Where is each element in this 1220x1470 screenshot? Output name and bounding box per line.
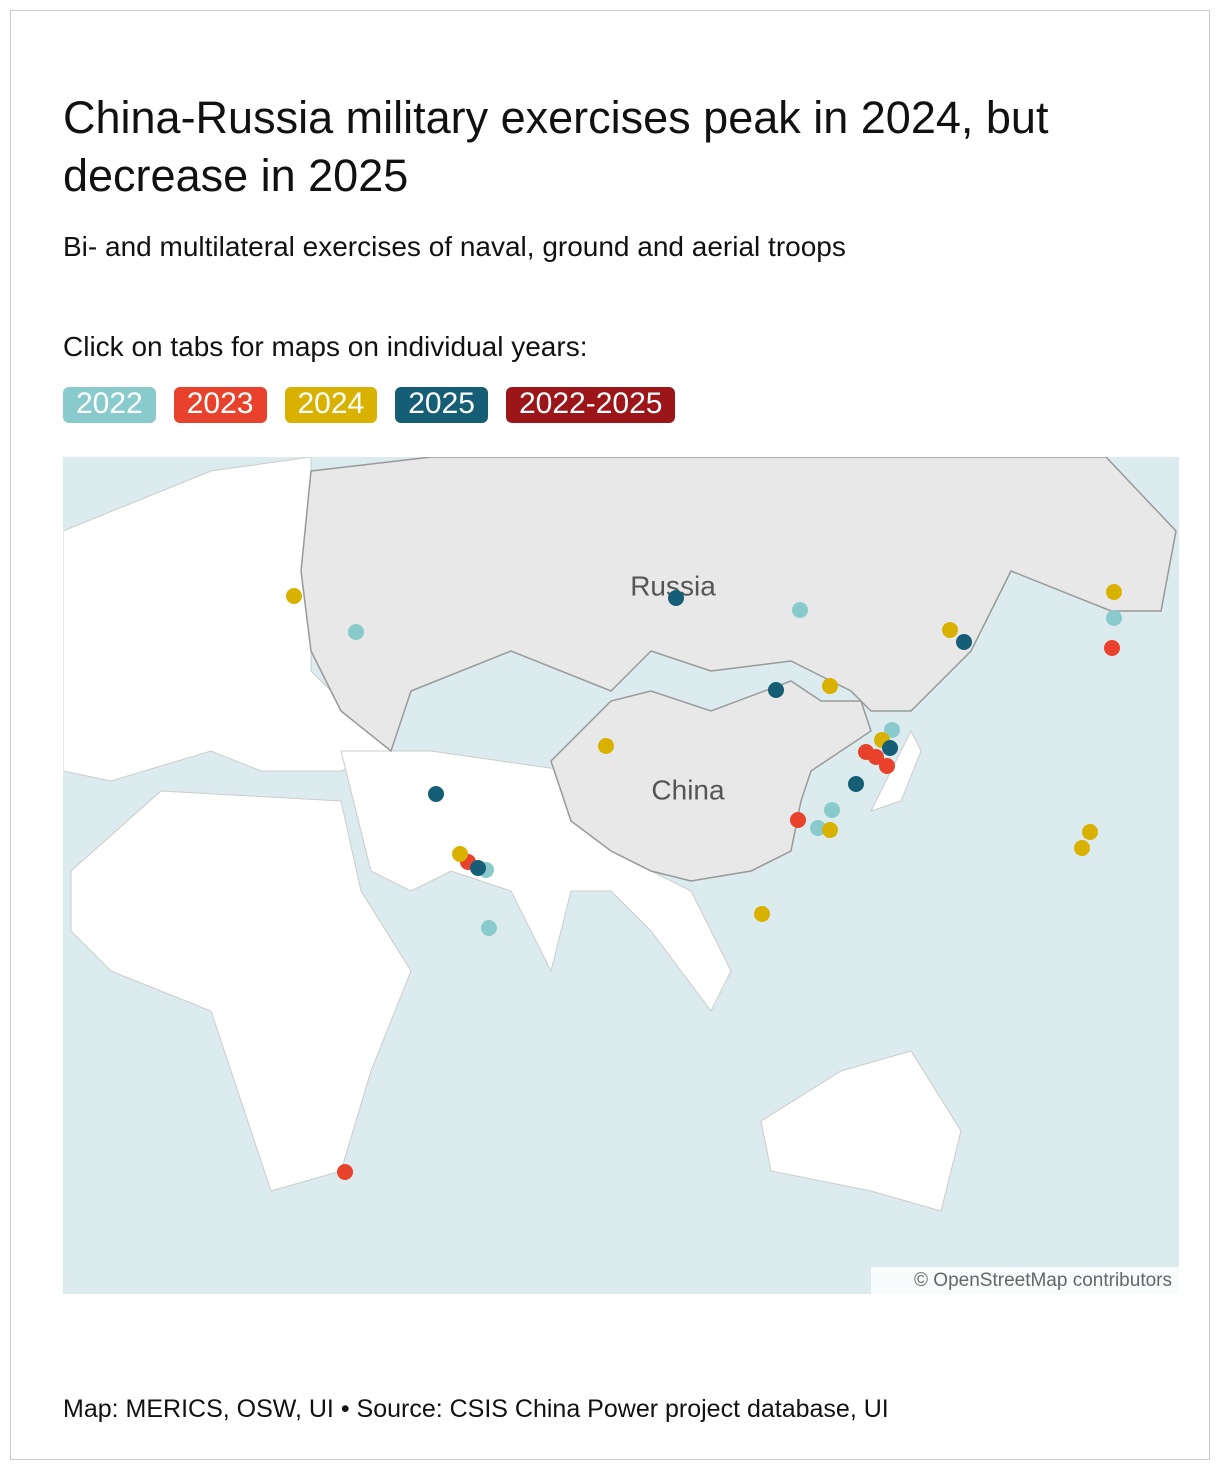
exercise-dot (868, 749, 884, 765)
exercise-dot (452, 846, 468, 862)
exercise-dot (1074, 840, 1090, 856)
exercise-dot (470, 860, 486, 876)
exercise-dot (337, 1164, 353, 1180)
exercise-dot (481, 920, 497, 936)
year-tab[interactable]: 2023 (173, 387, 267, 423)
year-tab[interactable]: 2025 (395, 387, 488, 423)
exercise-dot (598, 738, 614, 754)
exercise-dot (286, 588, 302, 604)
year-tab[interactable]: 2024 (284, 387, 378, 423)
footer: Map: MERICS, OSW, UI • Source: CSIS Chin… (63, 1395, 889, 1423)
exercise-dot (824, 802, 840, 818)
attribution: © OpenStreetMap contributors (914, 1270, 1172, 1291)
exercise-dot (822, 822, 838, 838)
exercise-dot (768, 682, 784, 698)
exercise-dot (848, 776, 864, 792)
exercise-dot (1104, 640, 1120, 656)
exercise-dot (790, 812, 806, 828)
exercise-dot (822, 678, 838, 694)
exercise-dot (1106, 584, 1122, 600)
tab-bar: 2022 2023 2024 2025 2022-2025 (63, 387, 676, 423)
instruction: Click on tabs for maps on individual yea… (63, 331, 588, 362)
exercise-dot (428, 786, 444, 802)
exercise-markers (286, 584, 1122, 1180)
exercise-dot (810, 820, 826, 836)
exercise-dot (348, 624, 364, 640)
exercise-dot (956, 634, 972, 650)
year-tab[interactable]: 2022-2025 (506, 387, 676, 423)
exercise-dot (884, 722, 900, 738)
exercise-dot (1082, 824, 1098, 840)
map: Russia China © OpenStreetMap contributor… (63, 457, 1179, 1294)
exercise-dot (754, 906, 770, 922)
highlighted-countries (300, 457, 1177, 882)
exercise-dot (942, 622, 958, 638)
title: China-Russia military exercises peak in … (63, 92, 1049, 201)
exercise-dot (792, 602, 808, 618)
land (63, 457, 962, 1212)
page: China-Russia military exercises peak in … (10, 10, 1210, 1460)
year-tab[interactable]: 2022 (63, 387, 156, 423)
exercise-dot (879, 758, 895, 774)
exercise-dot (1106, 610, 1122, 626)
exercise-dot (668, 590, 684, 606)
map-label: China (651, 774, 725, 805)
attribution-bg (871, 1267, 1179, 1294)
subtitle: Bi- and multilateral exercises of naval,… (63, 231, 846, 262)
exercise-dot (882, 740, 898, 756)
